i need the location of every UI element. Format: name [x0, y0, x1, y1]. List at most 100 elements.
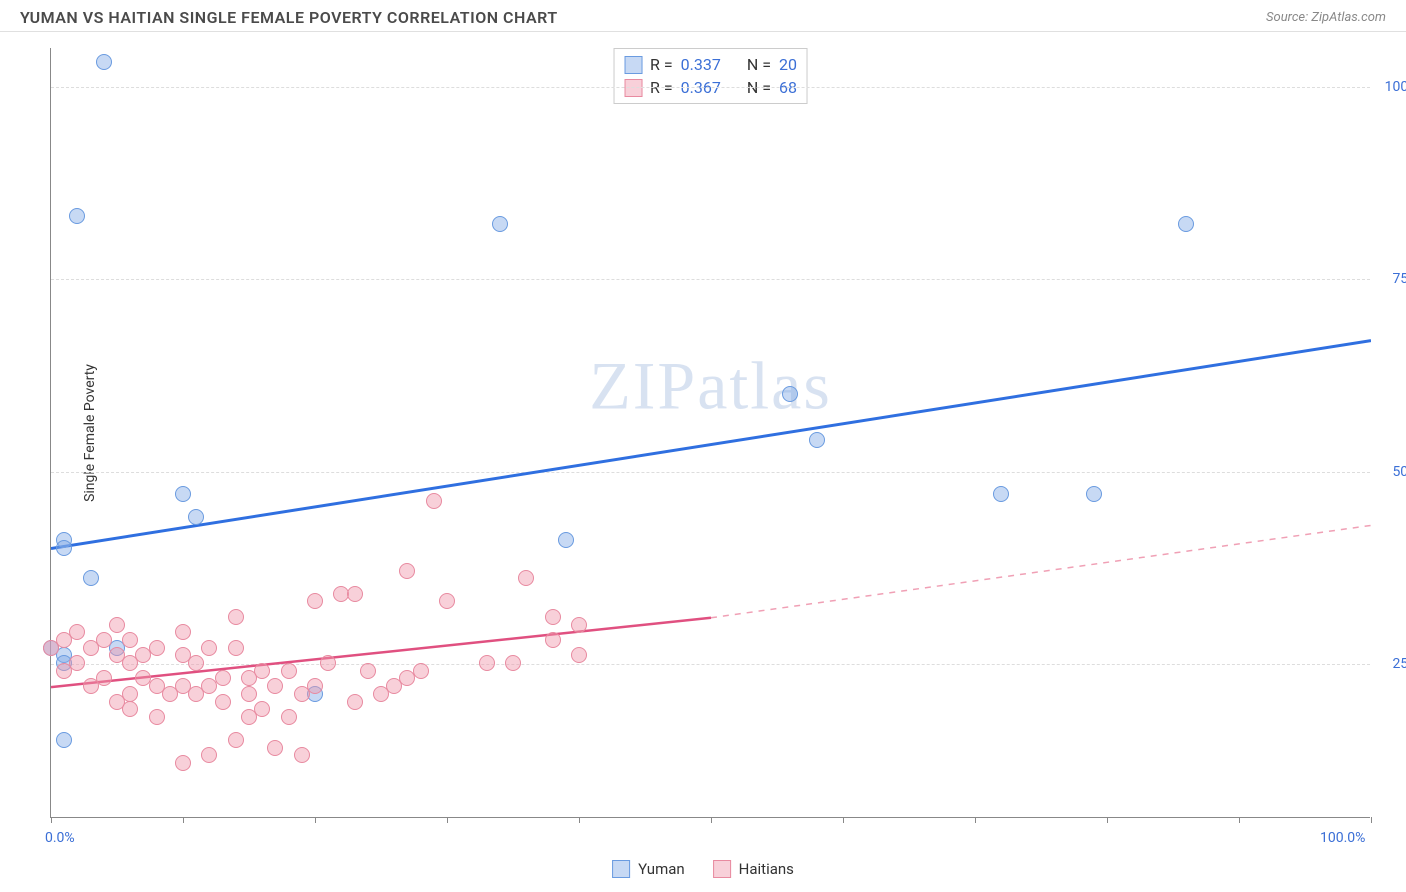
r-label: R =: [650, 55, 673, 74]
chart-title: YUMAN VS HAITIAN SINGLE FEMALE POVERTY C…: [20, 8, 558, 27]
data-point: [241, 709, 257, 725]
data-point: [1178, 216, 1194, 232]
data-point: [307, 678, 323, 694]
data-point: [83, 570, 99, 586]
data-point: [201, 747, 217, 763]
data-point: [571, 617, 587, 633]
scatter-chart: Single Female Poverty ZIPatlas R =0.337N…: [50, 48, 1370, 818]
legend-label: Haitians: [739, 860, 794, 878]
data-point: [122, 701, 138, 717]
data-point: [122, 632, 138, 648]
x-tick: [975, 817, 976, 823]
data-point: [109, 617, 125, 633]
data-point: [83, 678, 99, 694]
data-point: [201, 640, 217, 656]
n-label: N =: [747, 55, 771, 74]
data-point: [56, 663, 72, 679]
x-tick: [1239, 817, 1240, 823]
data-point: [188, 686, 204, 702]
data-point: [347, 586, 363, 602]
data-point: [215, 694, 231, 710]
data-point: [135, 670, 151, 686]
gridline: [51, 279, 1370, 280]
data-point: [281, 709, 297, 725]
data-point: [228, 640, 244, 656]
data-point: [175, 486, 191, 502]
data-point: [492, 216, 508, 232]
data-point: [56, 540, 72, 556]
data-point: [175, 755, 191, 771]
data-point: [373, 686, 389, 702]
source-label: Source: ZipAtlas.com: [1266, 10, 1386, 25]
data-point: [399, 563, 415, 579]
x-tick: [1107, 817, 1108, 823]
legend-swatch: [713, 860, 731, 878]
data-point: [399, 670, 415, 686]
data-point: [162, 686, 178, 702]
data-point: [571, 647, 587, 663]
data-point: [439, 593, 455, 609]
x-tick: [51, 817, 52, 823]
data-point: [347, 694, 363, 710]
data-point: [320, 655, 336, 671]
legend-item: Haitians: [713, 860, 794, 878]
data-point: [254, 663, 270, 679]
data-point: [294, 747, 310, 763]
data-point: [545, 632, 561, 648]
legend-label: Yuman: [638, 860, 685, 878]
data-point: [43, 640, 59, 656]
data-point: [267, 678, 283, 694]
data-point: [426, 493, 442, 509]
y-tick-label: 100.0%: [1375, 79, 1406, 95]
legend-swatch: [624, 79, 642, 97]
data-point: [188, 509, 204, 525]
x-tick: [1371, 817, 1372, 823]
data-point: [122, 655, 138, 671]
data-point: [809, 432, 825, 448]
data-point: [96, 632, 112, 648]
data-point: [545, 609, 561, 625]
trend-lines: [51, 48, 1371, 818]
gridline: [51, 472, 1370, 473]
r-label: R =: [650, 78, 673, 97]
x-tick: [315, 817, 316, 823]
gridline: [51, 87, 1370, 88]
data-point: [56, 732, 72, 748]
x-tick: [579, 817, 580, 823]
data-point: [96, 54, 112, 70]
data-point: [505, 655, 521, 671]
data-point: [241, 686, 257, 702]
data-point: [175, 624, 191, 640]
stats-legend-row: R =0.337N =20: [624, 53, 797, 76]
data-point: [267, 740, 283, 756]
y-tick-label: 75.0%: [1375, 271, 1406, 287]
data-point: [1086, 486, 1102, 502]
stats-legend-row: R =0.367N =68: [624, 76, 797, 99]
data-point: [281, 663, 297, 679]
stats-legend: R =0.337N =20R =0.367N =68: [613, 48, 808, 104]
data-point: [479, 655, 495, 671]
x-tick-label: 100.0%: [1320, 830, 1365, 846]
y-axis-label: Single Female Poverty: [82, 364, 98, 502]
watermark: ZIPatlas: [589, 347, 832, 426]
data-point: [69, 208, 85, 224]
y-tick-label: 25.0%: [1375, 656, 1406, 672]
legend-swatch: [612, 860, 630, 878]
x-tick-label: 0.0%: [45, 830, 75, 846]
n-value: 20: [779, 55, 797, 74]
x-tick: [447, 817, 448, 823]
data-point: [307, 593, 323, 609]
n-label: N =: [747, 78, 771, 97]
x-tick: [711, 817, 712, 823]
data-point: [993, 486, 1009, 502]
data-point: [188, 655, 204, 671]
data-point: [360, 663, 376, 679]
r-value: 0.367: [681, 78, 721, 97]
data-point: [518, 570, 534, 586]
data-point: [149, 709, 165, 725]
data-point: [558, 532, 574, 548]
legend-swatch: [624, 56, 642, 74]
chart-header: YUMAN VS HAITIAN SINGLE FEMALE POVERTY C…: [0, 0, 1406, 32]
series-legend: Yuman Haitians: [612, 860, 794, 878]
data-point: [228, 609, 244, 625]
